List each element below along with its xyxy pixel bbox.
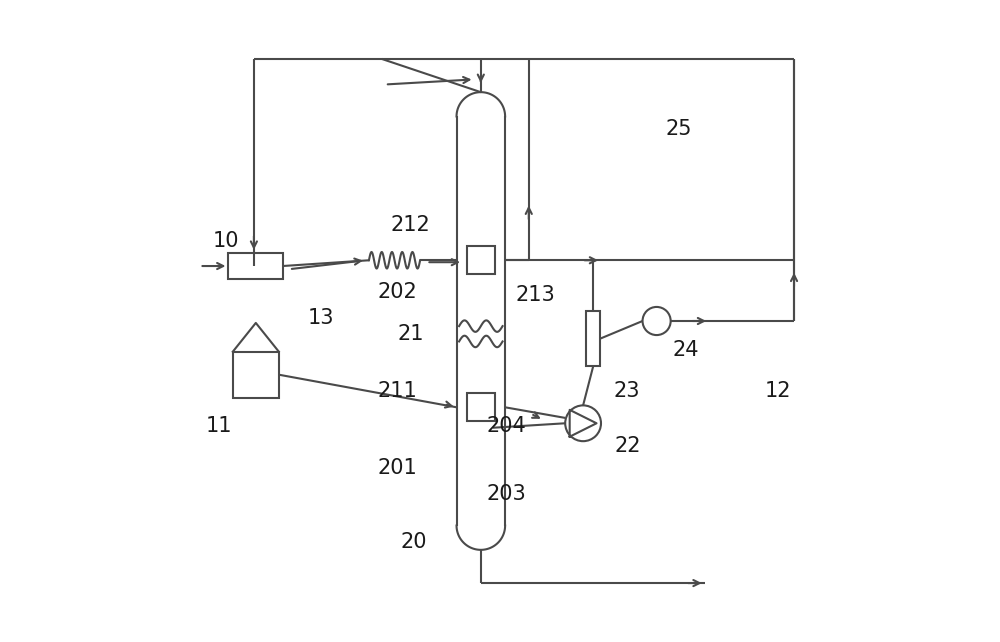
Bar [467,247,495,274]
Text: 20: 20 [400,532,427,551]
Text: 24: 24 [672,340,699,360]
Text: 213: 213 [515,286,555,306]
Text: 201: 201 [378,458,418,478]
Text: 203: 203 [487,483,526,503]
Text: 22: 22 [615,436,641,456]
Circle shape [565,405,601,441]
Bar [467,394,495,421]
Bar [586,311,600,366]
Text: 21: 21 [397,324,424,343]
Text: 211: 211 [378,381,418,401]
Text: 212: 212 [391,215,430,235]
Text: 11: 11 [205,417,232,437]
Text: 10: 10 [213,231,240,251]
Text: 23: 23 [613,381,640,401]
Text: 12: 12 [765,381,791,401]
Bar [228,252,283,279]
Text: 202: 202 [378,282,418,302]
Text: 25: 25 [666,119,692,139]
Text: 13: 13 [308,308,334,328]
Text: 204: 204 [487,417,526,437]
Bar [233,352,279,397]
Circle shape [643,307,671,335]
